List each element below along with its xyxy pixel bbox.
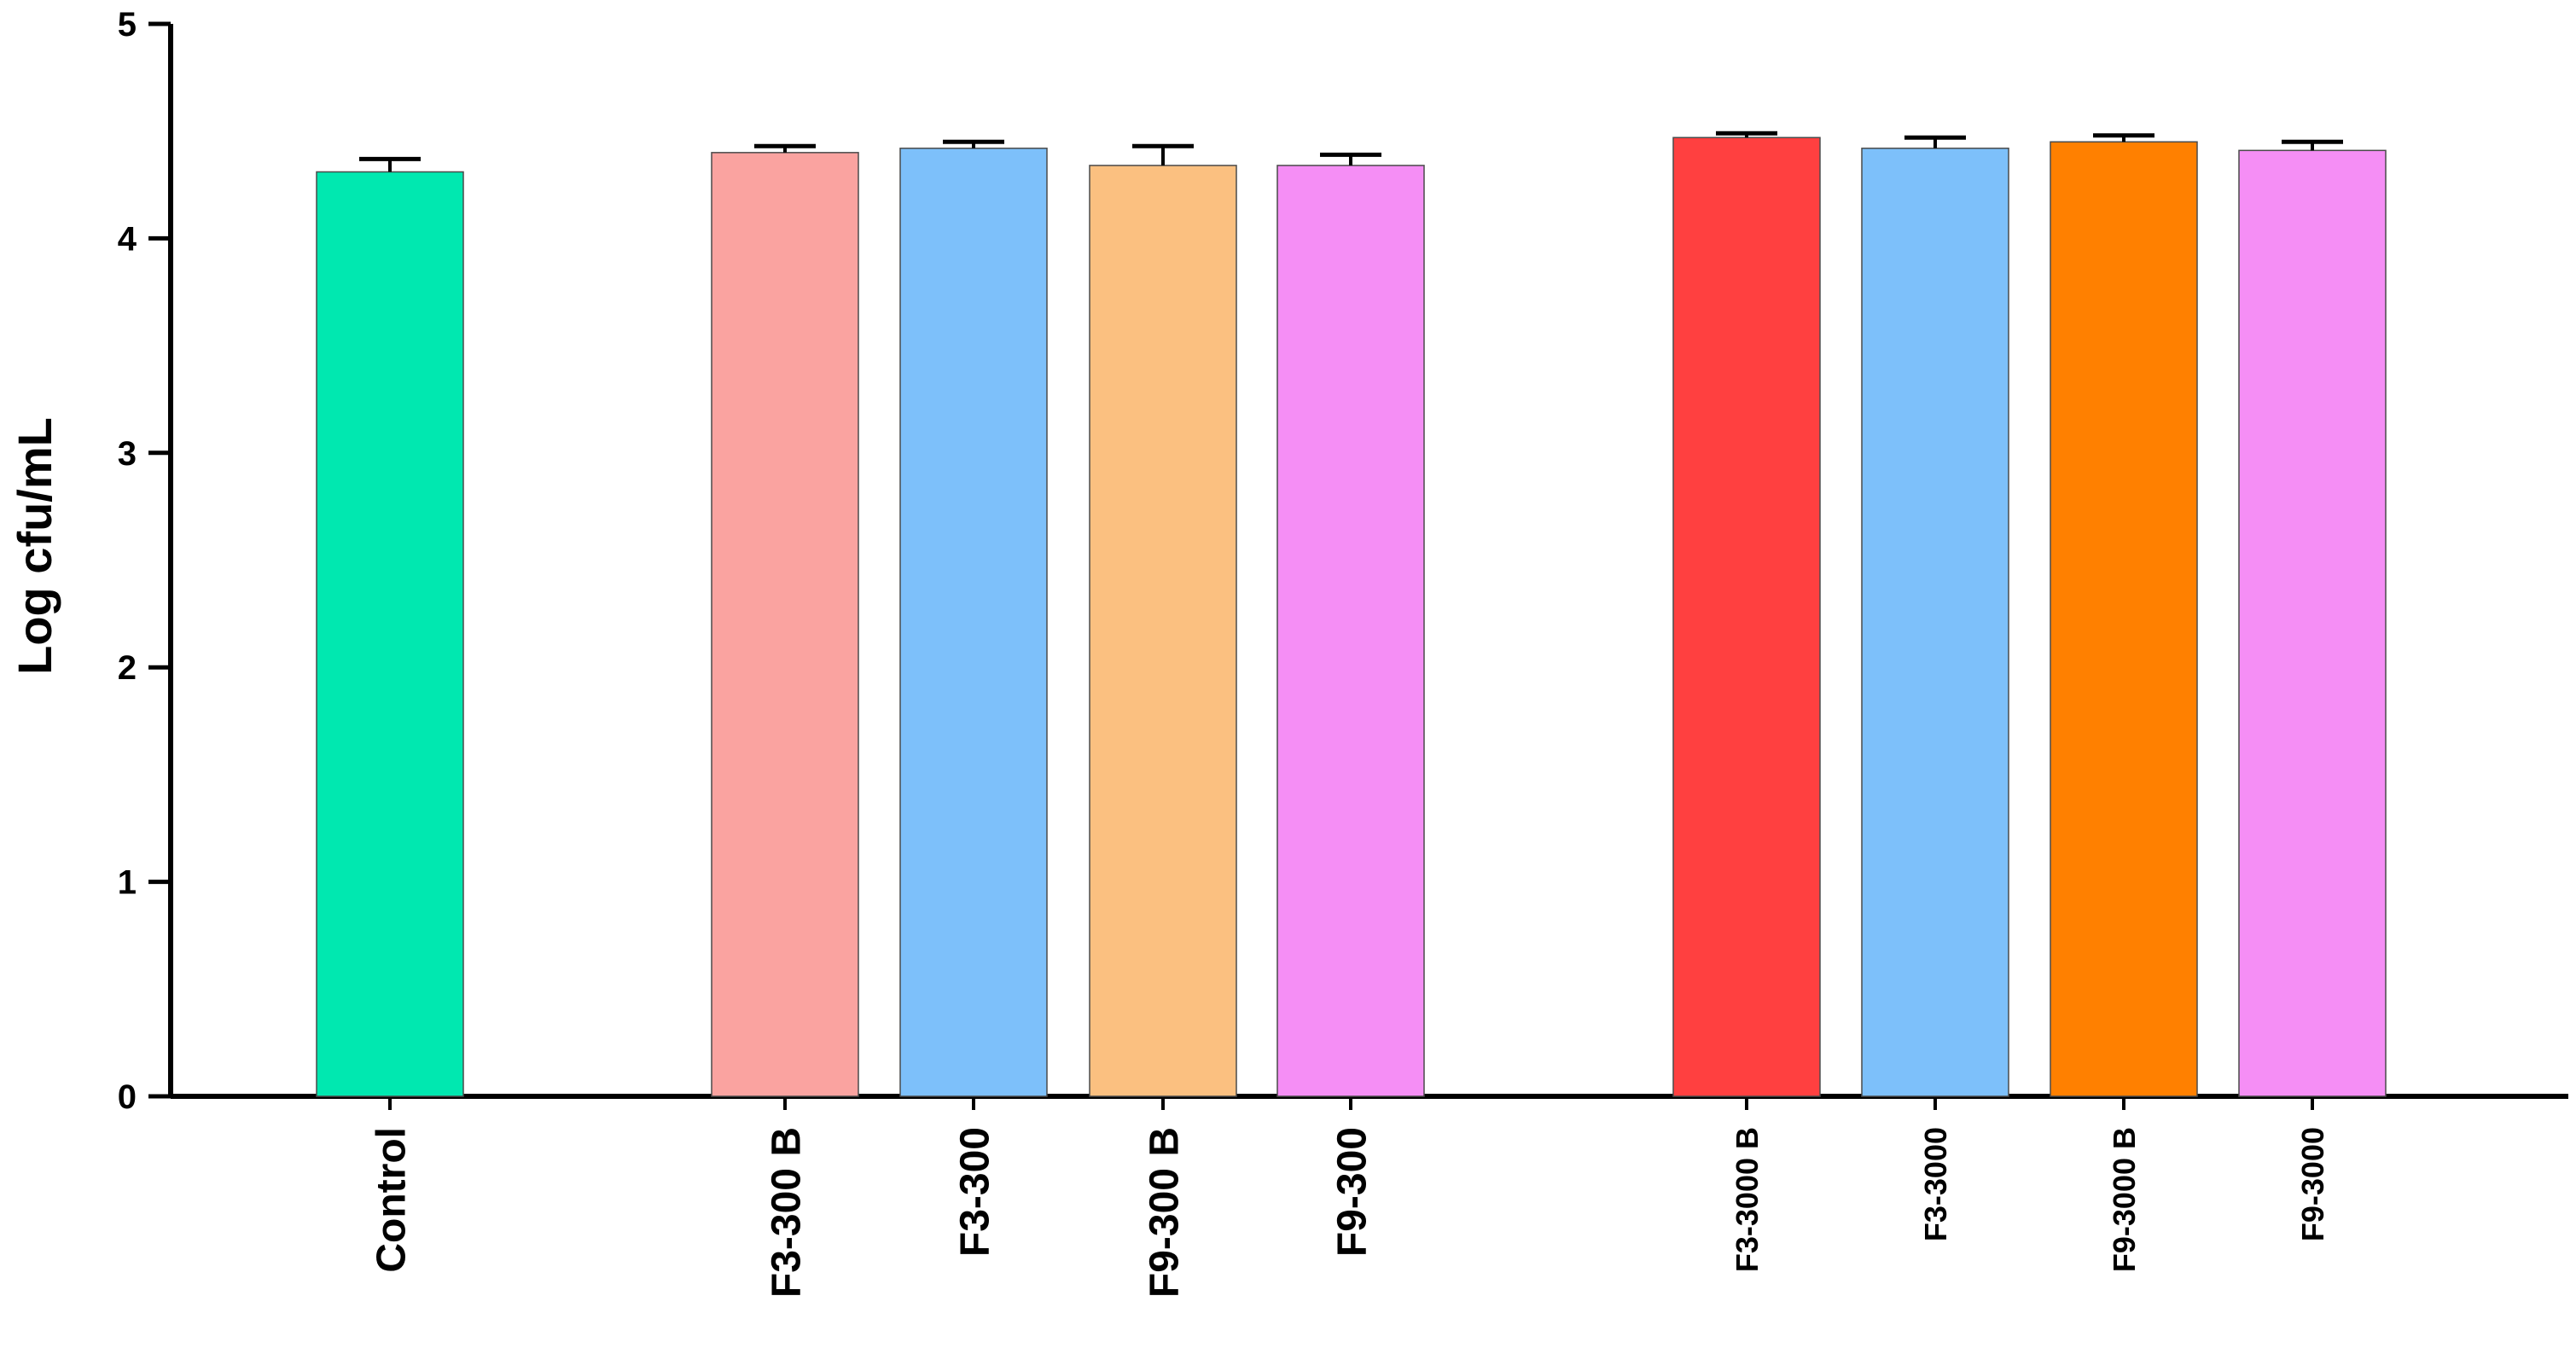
y-tick-label: 4: [118, 220, 137, 258]
bar: [2050, 141, 2198, 1097]
category-label: F9-300: [1329, 1127, 1375, 1257]
bar: [1276, 165, 1425, 1097]
error-bars: [359, 131, 2343, 172]
category-label: F3-3000 B: [1730, 1127, 1765, 1272]
y-axis-title: Log cfu/mL: [8, 417, 61, 675]
bar: [711, 152, 859, 1097]
category-labels: Control F3-300 B F3-300 F9-300 B F9-300 F3-30…: [369, 1127, 2330, 1298]
category-label: F3-3000: [1918, 1127, 1953, 1241]
category-label: F9-3000 B: [2107, 1127, 2142, 1272]
bar: [1861, 148, 2009, 1097]
y-tick-label: 3: [118, 435, 137, 473]
category-label: F9-3000: [2295, 1127, 2330, 1241]
y-tick-label: 5: [118, 6, 137, 44]
bar: [899, 148, 1048, 1097]
y-tick-label: 2: [118, 649, 137, 687]
category-label: F3-300: [952, 1127, 997, 1257]
category-label: F3-300 B: [764, 1127, 809, 1298]
bars: [316, 137, 2387, 1097]
category-label: F9-300 B: [1142, 1127, 1187, 1298]
bar: [1089, 165, 1237, 1097]
category-label: Control: [369, 1127, 414, 1273]
bar: [1672, 137, 1821, 1097]
y-tick-label: 0: [118, 1078, 137, 1116]
x-axis: [171, 1094, 2568, 1110]
bar: [2238, 149, 2387, 1097]
y-tick-label: 1: [118, 864, 137, 902]
bar: [316, 171, 464, 1097]
y-axis: 0 1 2 3 4 5: [118, 6, 173, 1116]
